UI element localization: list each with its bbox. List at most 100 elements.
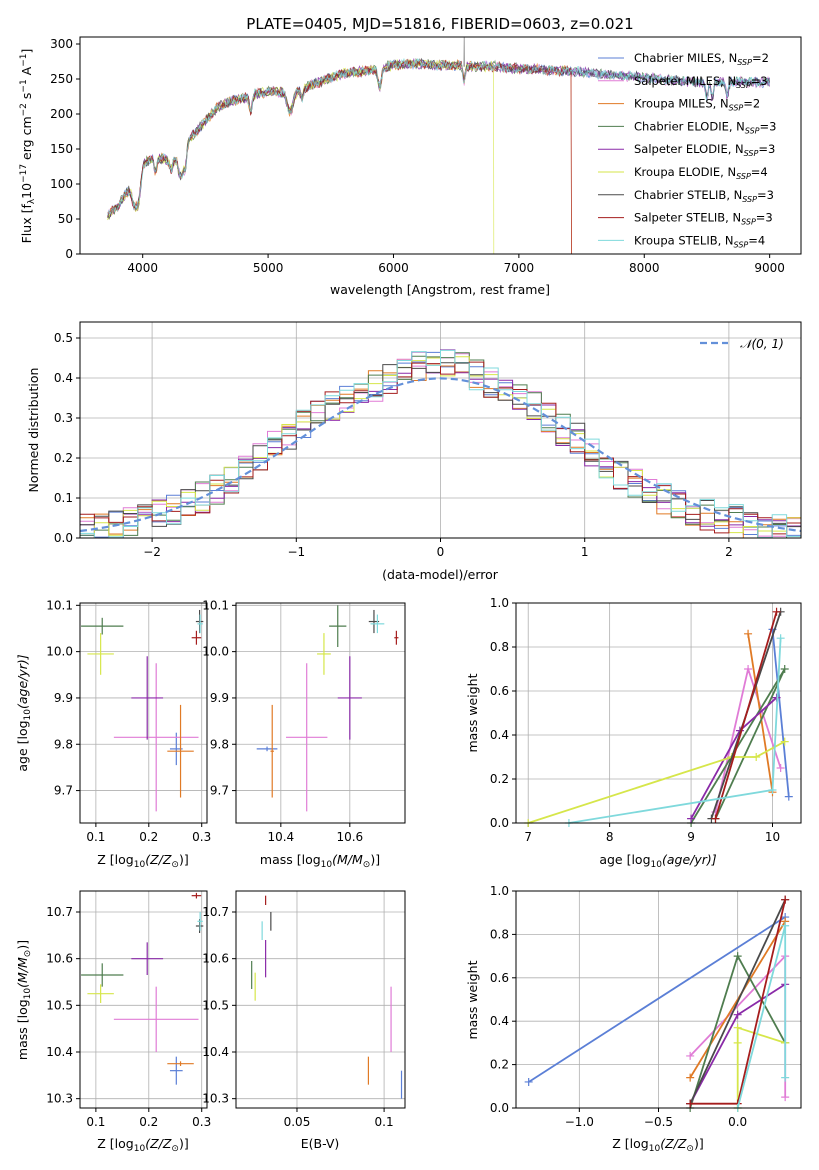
y-axis-label: Normed distribution <box>26 368 41 493</box>
y-tick-label: 100 <box>50 177 73 191</box>
age_vs_mass-axes: 10.4 10.6 9.7 9.8 9.9 10.0 10.1 mass [log10(M/M… <box>202 598 406 870</box>
y-tick-label: 300 <box>50 37 73 51</box>
y-tick-label: 0.2 <box>54 451 73 465</box>
x-tick-label: 8000 <box>629 261 660 275</box>
y-tick-label: 10.0 <box>46 645 73 659</box>
weight-line <box>568 638 782 824</box>
figure-title: PLATE=0405, MJD=51816, FIBERID=0603, z=0… <box>246 15 633 33</box>
weight-marker <box>733 1038 742 1047</box>
legend-label: Salpeter ELODIE, NSSP=3 <box>634 142 775 158</box>
y-tick-label: 1.0 <box>490 884 509 898</box>
y-tick-label: 0.0 <box>54 531 73 545</box>
gaussian-legend-label: 𝒩(0, 1) <box>740 337 784 351</box>
emission-spike <box>463 36 465 67</box>
axes-frame <box>235 890 406 1109</box>
legend-label: Chabrier STELIB, NSSP=3 <box>634 188 774 204</box>
axes-frame <box>515 890 802 1109</box>
y-tick-label: 9.7 <box>54 784 73 798</box>
weight-line <box>689 920 786 1079</box>
weight-line <box>736 925 787 1109</box>
weight-line <box>527 740 786 824</box>
weight-marker <box>733 1023 742 1032</box>
weight-marker <box>752 753 761 761</box>
x-tick-label: −1 <box>287 545 305 559</box>
axes-frame <box>515 602 802 824</box>
x-axis-label: Z [log10(Z/Z⊙)] <box>612 1136 703 1154</box>
y-tick-label: 10.6 <box>202 952 229 966</box>
weight-marker <box>686 1051 695 1060</box>
y-tick-label: 0.5 <box>54 331 73 345</box>
x-tick-label: 0.2 <box>139 1115 158 1129</box>
mass_vs_ebv-axes: 0.05 0.1 10.3 10.4 10.5 10.6 10.7 E(B-V) <box>202 890 406 1151</box>
weight-marker <box>781 1093 790 1102</box>
weight-marker <box>686 1073 695 1082</box>
y-tick-label: 0.4 <box>490 728 509 742</box>
y-tick-label: 9.7 <box>210 784 229 798</box>
x-axis-label: mass [log10(M/M⊙)] <box>260 852 380 870</box>
legend-label: Salpeter STELIB, NSSP=3 <box>634 211 773 227</box>
gaussian-curve <box>79 377 802 533</box>
x-tick-label: 0.3 <box>192 830 211 844</box>
legend-label: Salpeter MILES, NSSP=3 <box>634 74 768 90</box>
legend-label: Kroupa MILES, NSSP=2 <box>634 97 760 113</box>
y-axis-label: mass weight <box>465 673 480 752</box>
y-tick-label: 10.4 <box>46 1045 73 1059</box>
x-tick-label: −2 <box>143 545 161 559</box>
weight-marker <box>744 629 753 638</box>
axes-frame <box>79 36 802 255</box>
x-tick-label: 0.2 <box>139 830 158 844</box>
weight-marker <box>780 665 789 673</box>
x-tick-label: 4000 <box>127 261 158 275</box>
legend-label: Chabrier MILES, NSSP=2 <box>634 51 769 67</box>
weight-marker <box>687 814 696 823</box>
weight-marker <box>781 1073 790 1082</box>
weight-marker <box>744 665 753 673</box>
y-tick-label: 0.0 <box>490 1101 509 1115</box>
y-tick-label: 0.0 <box>490 816 509 830</box>
y-tick-label: 0.2 <box>490 1058 509 1072</box>
x-tick-label: −1.0 <box>565 1115 594 1129</box>
y-axis-label: mass [log10(M/M⊙)] <box>15 940 33 1060</box>
y-tick-label: 0.4 <box>54 371 73 385</box>
spectrum-line <box>107 58 771 216</box>
legend-label: Kroupa STELIB, NSSP=4 <box>634 233 765 249</box>
y-tick-label: 150 <box>50 142 73 156</box>
weight-line <box>689 899 787 1105</box>
x-axis-label: (data-model)/error <box>382 567 499 582</box>
y-tick-label: 1.0 <box>490 596 509 610</box>
y-tick-label: 10.7 <box>202 905 229 919</box>
y-tick-label: 10.6 <box>46 952 73 966</box>
y-tick-label: 0.8 <box>490 927 509 941</box>
legend-label: Chabrier ELODIE, NSSP=3 <box>634 119 776 135</box>
x-axis-label: age [log10(age/yr)] <box>599 852 716 870</box>
x-tick-label: 6000 <box>378 261 409 275</box>
y-tick-label: 0.6 <box>490 971 509 985</box>
x-tick-label: 5000 <box>253 261 284 275</box>
y-tick-label: 0 <box>65 247 73 261</box>
x-tick-label: 10 <box>765 830 780 844</box>
y-tick-label: 10.0 <box>202 645 229 659</box>
y-tick-label: 0.3 <box>54 411 73 425</box>
weight-marker <box>784 792 793 801</box>
axes-frame <box>79 321 802 539</box>
weight-marker <box>781 895 790 904</box>
x-tick-label: 0 <box>437 545 445 559</box>
y-tick-label: 0.6 <box>490 684 509 698</box>
y-tick-label: 10.1 <box>202 598 229 612</box>
weight-marker <box>733 1010 742 1019</box>
weight-marker <box>781 921 790 930</box>
x-tick-label: 0.1 <box>86 830 105 844</box>
weight-marker <box>780 737 789 746</box>
x-tick-label: 0.1 <box>375 1115 394 1129</box>
x-axis-label: Z [log10(Z/Z⊙)] <box>97 1136 188 1154</box>
x-tick-label: 8 <box>606 830 614 844</box>
legend-label: Kroupa ELODIE, NSSP=4 <box>634 165 768 181</box>
y-tick-label: 10.3 <box>202 1092 229 1106</box>
x-tick-label: −0.5 <box>644 1115 673 1129</box>
y-tick-label: 10.3 <box>46 1092 73 1106</box>
weight_vs_Z-axes: −1.0 −0.5 0.0 0.0 0.2 0.4 0.6 0.8 1.0 Z [log10(Z/… <box>465 884 802 1154</box>
x-tick-label: 0.05 <box>284 1115 311 1129</box>
x-tick-label: 10.4 <box>267 830 294 844</box>
mass_vs_Z-axes: 0.1 0.2 0.3 10.3 10.4 10.5 10.6 10.7 Z [log10(Z/… <box>15 890 211 1154</box>
